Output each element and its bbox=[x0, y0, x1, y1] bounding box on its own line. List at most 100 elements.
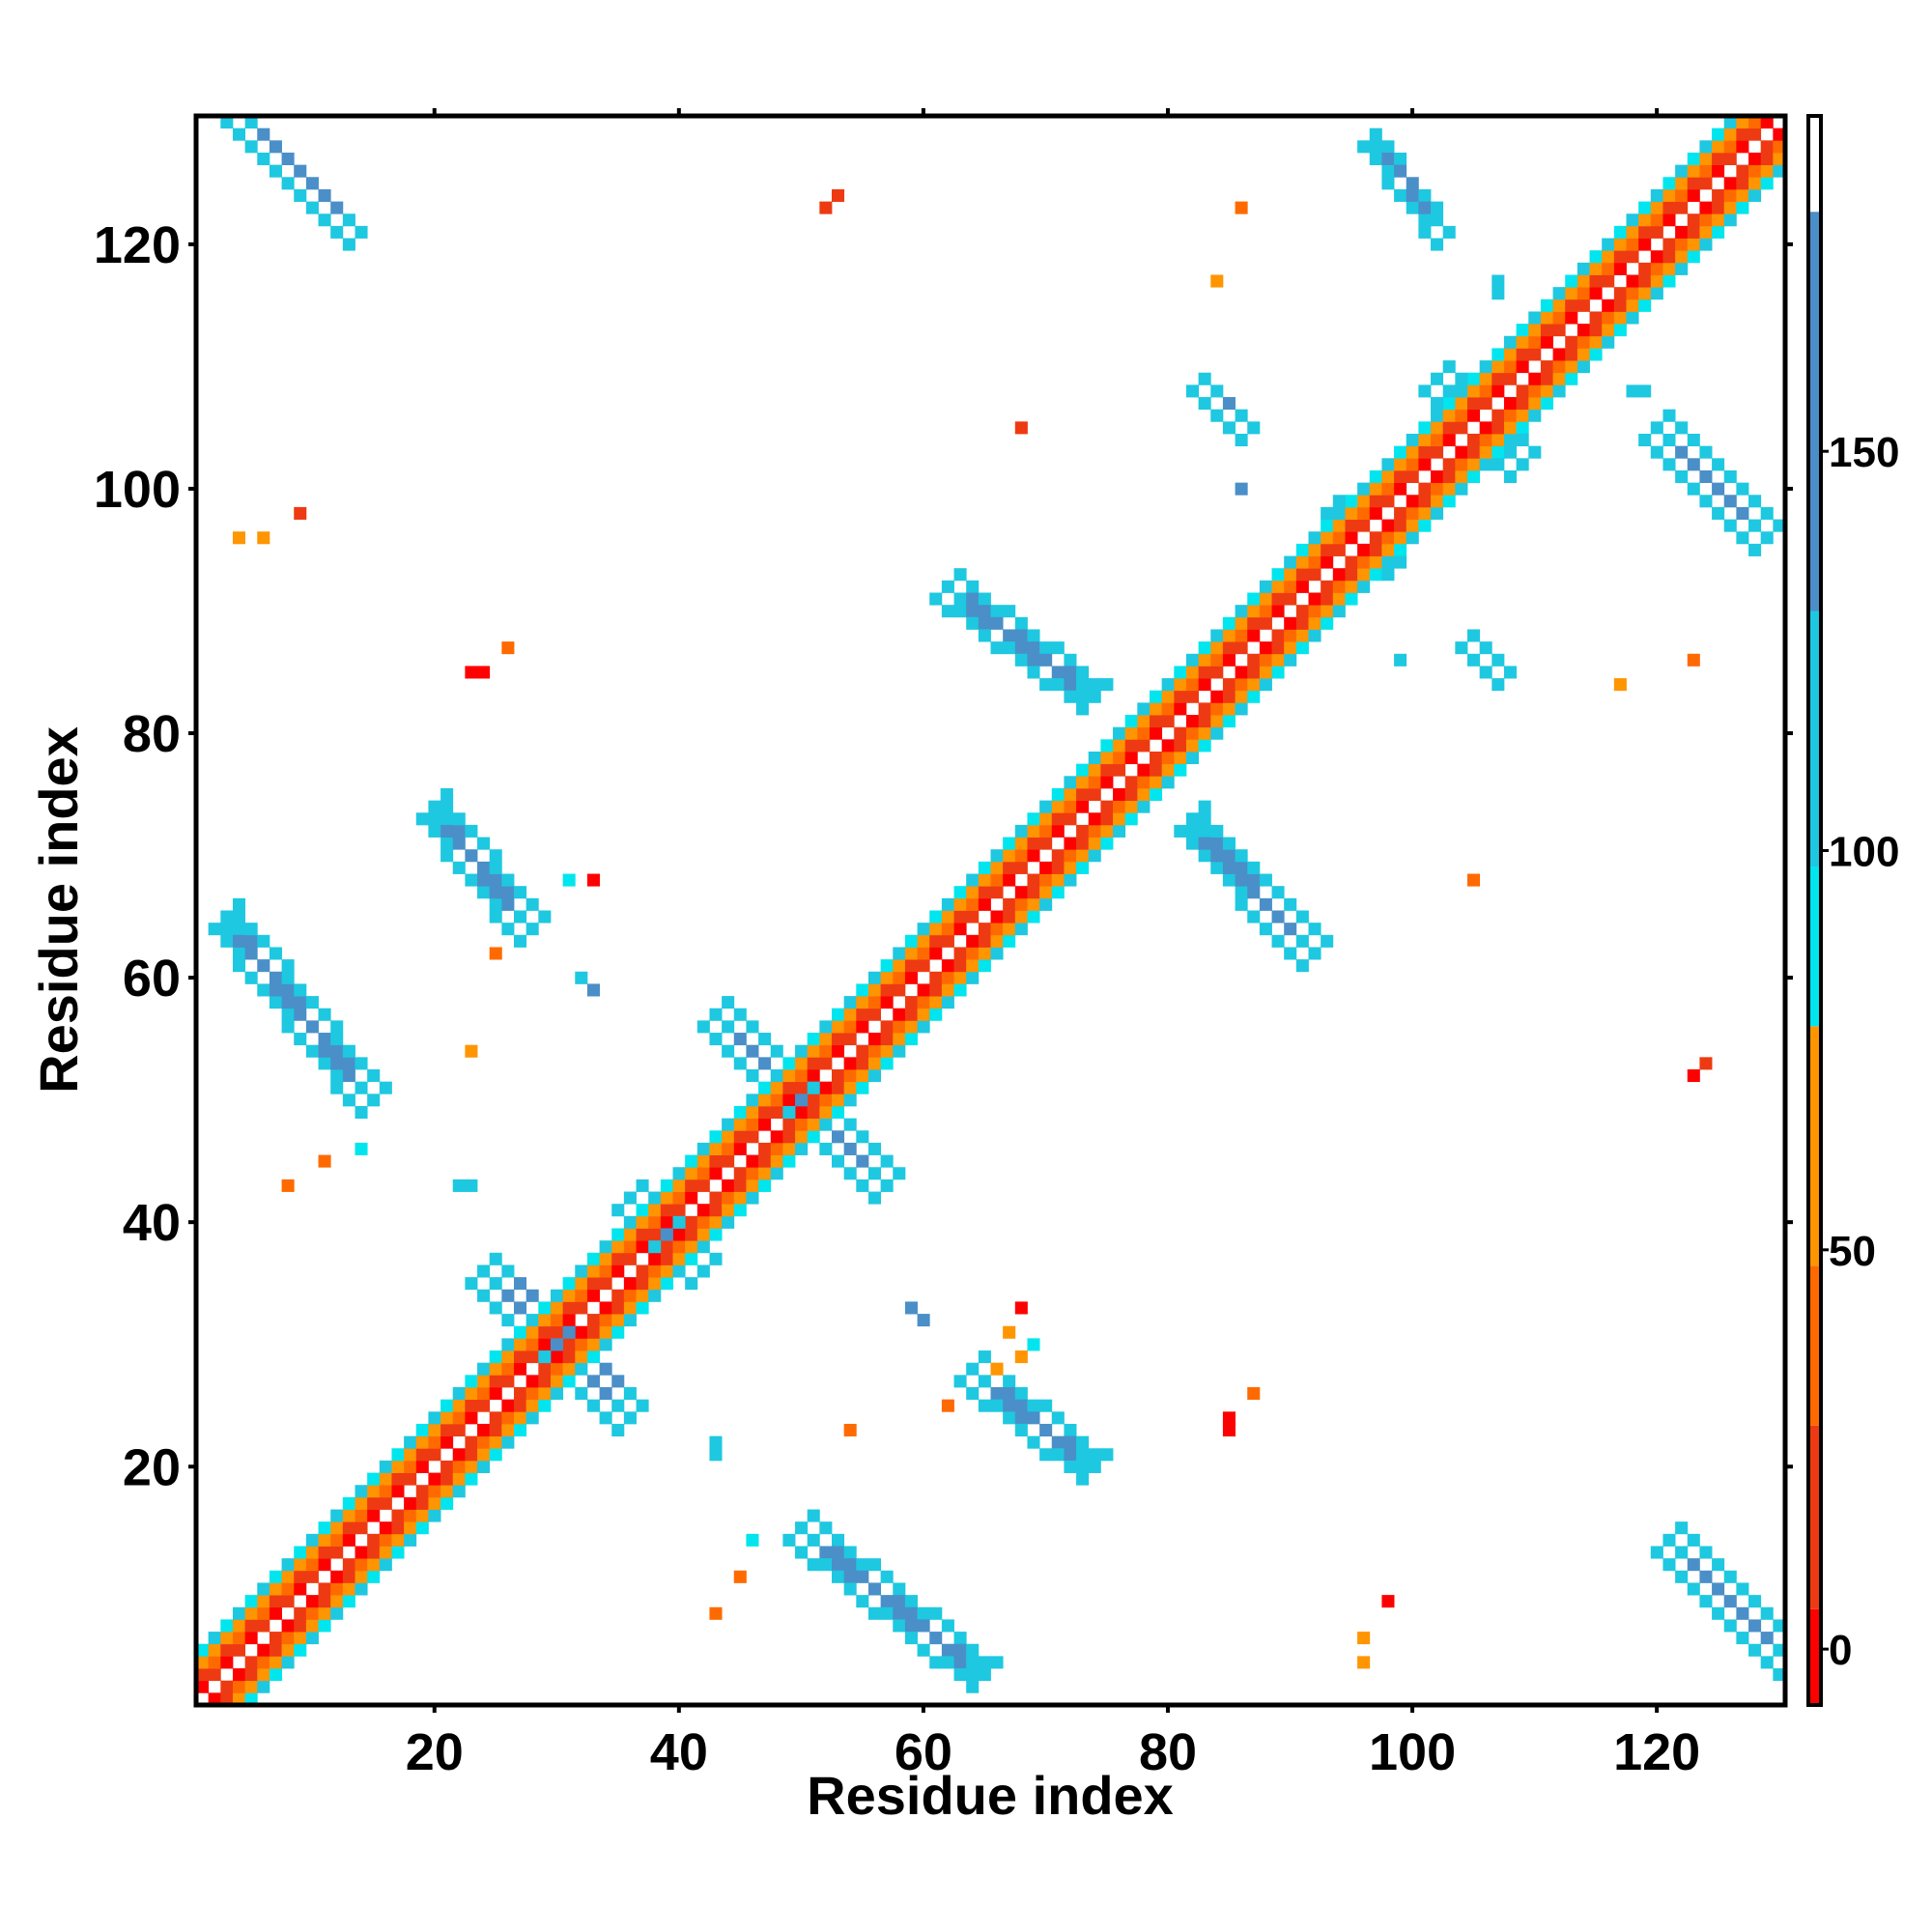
heatmap-cell bbox=[672, 1215, 686, 1229]
heatmap-cell bbox=[232, 531, 246, 545]
heatmap-cell bbox=[489, 1387, 502, 1401]
heatmap-cell bbox=[1381, 531, 1395, 545]
heatmap-cell bbox=[1712, 506, 1725, 520]
heatmap-cell bbox=[1003, 641, 1016, 655]
heatmap-cell bbox=[562, 873, 576, 887]
heatmap-cell bbox=[904, 1033, 918, 1046]
heatmap-cell bbox=[1064, 1448, 1077, 1462]
heatmap-cell bbox=[1014, 849, 1028, 863]
heatmap-cell bbox=[1479, 458, 1492, 471]
heatmap-cell bbox=[1357, 580, 1371, 593]
heatmap-cell bbox=[1100, 1448, 1114, 1462]
heatmap-cell bbox=[1259, 897, 1272, 911]
heatmap-cell bbox=[1503, 397, 1518, 411]
heatmap-cell bbox=[1076, 763, 1090, 777]
heatmap-cell bbox=[1442, 469, 1456, 484]
heatmap-cell bbox=[501, 873, 515, 887]
heatmap-cell bbox=[586, 1375, 600, 1388]
heatmap-cell bbox=[1295, 580, 1309, 593]
heatmap-cell bbox=[355, 1485, 368, 1498]
heatmap-cell bbox=[1051, 666, 1065, 679]
heatmap-cell bbox=[611, 1375, 625, 1388]
heatmap-cell bbox=[440, 787, 454, 802]
heatmap-cell bbox=[1723, 188, 1737, 202]
heatmap-cell bbox=[342, 1533, 355, 1547]
heatmap-cell bbox=[795, 1546, 809, 1559]
heatmap-cell bbox=[733, 1204, 747, 1217]
heatmap-cell bbox=[415, 1460, 429, 1473]
heatmap-cell bbox=[696, 1167, 710, 1180]
colorbar-tick-label: 100 bbox=[1829, 829, 1899, 876]
heatmap-cell bbox=[709, 1606, 723, 1620]
heatmap-cell bbox=[1295, 605, 1309, 618]
heatmap-cell bbox=[978, 861, 991, 874]
heatmap-cell bbox=[904, 1301, 918, 1315]
heatmap-cell bbox=[1516, 409, 1529, 422]
heatmap-cell bbox=[1064, 776, 1077, 789]
heatmap-cell bbox=[1381, 140, 1395, 154]
heatmap-cell bbox=[440, 800, 454, 813]
heatmap-cell bbox=[465, 1411, 478, 1425]
heatmap-cell bbox=[1332, 568, 1346, 582]
heatmap-cell bbox=[636, 1289, 649, 1302]
heatmap-cell bbox=[1650, 1546, 1663, 1559]
heatmap-cell bbox=[1210, 653, 1224, 667]
heatmap-cell bbox=[1552, 298, 1566, 312]
heatmap-cell bbox=[648, 1264, 662, 1278]
heatmap-cell bbox=[489, 1375, 502, 1388]
heatmap-cell bbox=[1723, 1595, 1737, 1608]
heatmap-cell bbox=[1284, 947, 1297, 960]
heatmap-cell bbox=[501, 641, 515, 655]
heatmap-cell bbox=[244, 947, 258, 960]
heatmap-cell bbox=[953, 971, 967, 984]
heatmap-cell bbox=[1467, 372, 1481, 385]
heatmap-cell bbox=[1602, 335, 1615, 349]
heatmap-cell bbox=[660, 1215, 673, 1229]
heatmap-cell bbox=[1394, 469, 1407, 484]
heatmap-cell bbox=[501, 923, 515, 936]
heatmap-cell bbox=[1577, 360, 1590, 374]
heatmap-cell bbox=[477, 1435, 491, 1449]
heatmap-cell bbox=[1321, 616, 1334, 630]
heatmap-cell bbox=[1222, 837, 1236, 850]
heatmap-cell bbox=[440, 812, 454, 826]
heatmap-cell bbox=[1259, 580, 1272, 593]
heatmap-cell bbox=[1210, 837, 1224, 850]
heatmap-cell bbox=[856, 1044, 869, 1058]
heatmap-cell bbox=[318, 1521, 331, 1535]
heatmap-cell bbox=[1492, 274, 1505, 288]
heatmap-cell bbox=[269, 1643, 282, 1657]
heatmap-cell bbox=[367, 1485, 381, 1498]
heatmap-cell bbox=[281, 152, 295, 166]
heatmap-cell bbox=[257, 1606, 270, 1620]
heatmap-cell bbox=[966, 1668, 980, 1682]
heatmap-cell bbox=[1467, 653, 1481, 667]
heatmap-cell bbox=[904, 971, 918, 984]
heatmap-cell bbox=[1124, 715, 1138, 728]
heatmap-cell bbox=[294, 1570, 307, 1583]
heatmap-cell bbox=[428, 1509, 441, 1522]
heatmap-cell bbox=[1760, 506, 1774, 520]
heatmap-cell bbox=[953, 1656, 967, 1669]
heatmap-cell bbox=[966, 959, 980, 973]
heatmap-cell bbox=[929, 971, 943, 984]
heatmap-cell bbox=[244, 1668, 258, 1682]
heatmap-cell bbox=[269, 140, 282, 154]
heatmap-cell bbox=[917, 1008, 930, 1021]
heatmap-cell bbox=[452, 824, 466, 838]
heatmap-cell bbox=[415, 812, 429, 826]
heatmap-cell bbox=[1589, 250, 1603, 264]
heatmap-cell bbox=[1100, 812, 1114, 826]
heatmap-cell bbox=[843, 1008, 857, 1021]
heatmap-cell bbox=[257, 1582, 270, 1596]
heatmap-cell bbox=[1235, 861, 1248, 874]
heatmap-cell bbox=[1528, 348, 1542, 361]
heatmap-cell bbox=[722, 1044, 735, 1058]
heatmap-cell bbox=[232, 1643, 246, 1657]
heatmap-cell bbox=[1406, 445, 1419, 459]
heatmap-cell bbox=[1418, 445, 1432, 459]
heatmap-cell bbox=[795, 1118, 809, 1131]
heatmap-cell bbox=[1528, 335, 1542, 349]
heatmap-cell bbox=[832, 1533, 845, 1547]
heatmap-cell bbox=[1150, 690, 1163, 703]
